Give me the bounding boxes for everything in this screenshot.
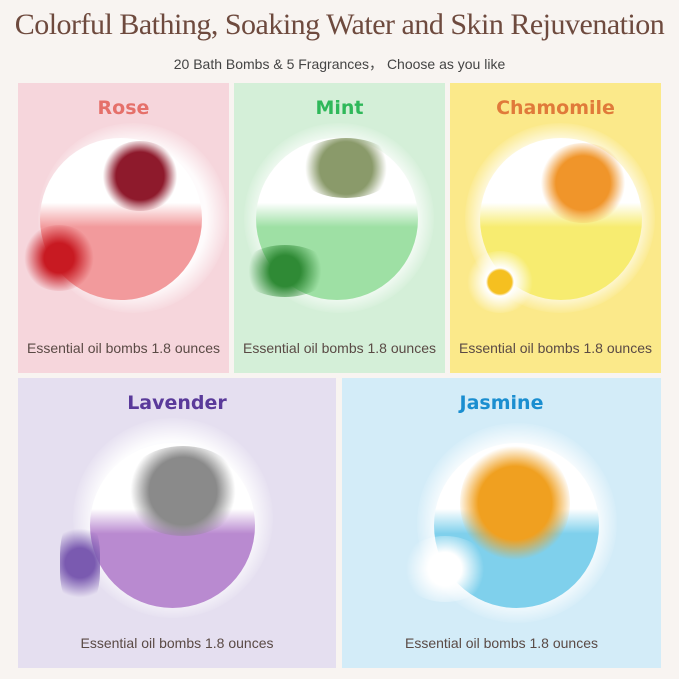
page-title: Colorful Bathing, Soaking Water and Skin… <box>14 8 665 41</box>
product-caption: Essential oil bombs 1.8 ounces <box>243 340 436 356</box>
rose-flower-image <box>22 225 96 291</box>
product-name: Mint <box>315 97 364 119</box>
chamomile-flower-image <box>465 251 535 313</box>
product-name: Chamomile <box>496 97 615 119</box>
lavender-sprig-image <box>60 518 100 608</box>
page-subtitle: 20 Bath Bombs & 5 Fragrances， Choose as … <box>173 56 506 72</box>
mint-leaf-image <box>240 245 330 297</box>
product-caption: Essential oil bombs 1.8 ounces <box>405 635 598 651</box>
product-panel-lavender: Lavender Essential oil bombs 1.8 ounces <box>18 378 336 668</box>
product-name: Rose <box>97 97 150 119</box>
product-panel-rose: Rose Essential oil bombs 1.8 ounces <box>18 83 229 373</box>
product-panel-jasmine: Jasmine Essential oil bombs 1.8 ounces <box>342 378 661 668</box>
product-caption: Essential oil bombs 1.8 ounces <box>27 340 220 356</box>
product-panel-mint: Mint Essential oil bombs 1.8 ounces <box>234 83 445 373</box>
product-panel-chamomile: Chamomile Essential oil bombs 1.8 ounces <box>450 83 661 373</box>
product-name: Lavender <box>127 392 227 414</box>
product-caption: Essential oil bombs 1.8 ounces <box>80 635 274 651</box>
product-name: Jasmine <box>459 392 544 414</box>
product-caption: Essential oil bombs 1.8 ounces <box>459 340 652 356</box>
jasmine-flower-image <box>400 536 490 602</box>
